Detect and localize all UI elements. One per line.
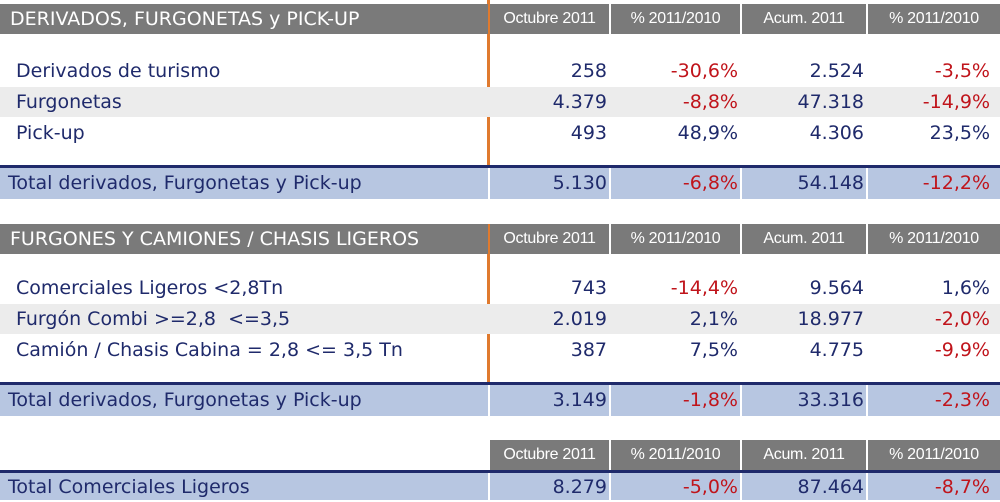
row-octubre-value: 743 [570, 277, 607, 299]
section2-col-octubre: Octubre 2011 [490, 224, 609, 254]
row-pct2-value: -2,0% [934, 308, 990, 330]
row-octubre-value: 387 [570, 339, 607, 361]
row-pct1-value: -14,4% [670, 277, 738, 299]
row-octubre-value: 493 [570, 122, 607, 144]
section3-col-pct2: % 2011/2010 [868, 440, 1000, 470]
row-acum-value: 4.775 [809, 339, 864, 361]
row-acum-value: 9.564 [809, 277, 864, 299]
section1-title: DERIVADOS, FURGONETAS y PICK-UP [0, 4, 488, 34]
row-octubre-value: 258 [570, 60, 607, 82]
section3-total-rule [0, 470, 1000, 473]
section1-total-rule [0, 165, 1000, 168]
section2-total-row: Total derivados, Furgonetas y Pick-up 3.… [0, 385, 1000, 416]
total-pct1-bg [611, 385, 740, 416]
total-pct2-bg [868, 473, 1000, 500]
total-octubre-bg [490, 385, 609, 416]
section2-col-pct1: % 2011/2010 [611, 224, 740, 254]
total-pct2-value: -2,3% [934, 389, 990, 411]
total-octubre-value: 5.130 [552, 172, 607, 194]
total-octubre-bg [490, 473, 609, 500]
total-pct2-bg [868, 385, 1000, 416]
row-pct2-value: -14,9% [922, 91, 990, 113]
total-pct1-value: -6,8% [682, 172, 738, 194]
section1-col-octubre: Octubre 2011 [490, 4, 609, 34]
row-acum-value: 18.977 [797, 308, 864, 330]
row-pct1-value: -8,8% [682, 91, 738, 113]
row-pct2-value: -3,5% [934, 60, 990, 82]
row-octubre-value: 2.019 [552, 308, 607, 330]
table-row: Derivados de turismo 258 -30,6% 2.524 -3… [0, 56, 1000, 86]
total-acum-value: 87.464 [797, 476, 864, 498]
table-row: Camión / Chasis Cabina = 2,8 <= 3,5 Tn 3… [0, 335, 1000, 365]
total-acum-bg [742, 168, 866, 199]
total-octubre-value: 3.149 [552, 389, 607, 411]
row-pct2-value: 1,6% [941, 277, 990, 299]
total-acum-bg [742, 385, 866, 416]
row-pct2-value: -9,9% [934, 339, 990, 361]
row-pct1-value: 7,5% [689, 339, 738, 361]
section1-divider-line [487, 0, 490, 168]
total-label-bg [0, 473, 488, 500]
section1-col-acum: Acum. 2011 [742, 4, 866, 34]
section1-total-row: Total derivados, Furgonetas y Pick-up 5.… [0, 168, 1000, 199]
row-label: Pick-up [16, 122, 85, 144]
total-label-bg [0, 385, 488, 416]
section3-total-row: Total Comerciales Ligeros 8.279 -5,0% 87… [0, 473, 1000, 500]
section1-col-pct1: % 2011/2010 [611, 4, 740, 34]
section3-col-pct1: % 2011/2010 [611, 440, 740, 470]
total-label: Total derivados, Furgonetas y Pick-up [8, 389, 362, 411]
total-label-bg [0, 168, 488, 199]
row-label: Camión / Chasis Cabina = 2,8 <= 3,5 Tn [16, 339, 403, 361]
row-label: Furgón Combi >=2,8 <=3,5 [16, 308, 291, 330]
section3-col-octubre: Octubre 2011 [490, 440, 609, 470]
total-pct1-value: -1,8% [682, 389, 738, 411]
row-octubre-value: 4.379 [552, 91, 607, 113]
section1-col-pct2: % 2011/2010 [868, 4, 1000, 34]
section1-header: DERIVADOS, FURGONETAS y PICK-UP Octubre … [0, 4, 1000, 34]
total-pct2-value: -12,2% [922, 172, 990, 194]
row-pct1-value: 48,9% [677, 122, 738, 144]
total-pct2-value: -8,7% [934, 476, 990, 498]
table-row: Furgonetas 4.379 -8,8% 47.318 -14,9% [0, 87, 1000, 117]
total-octubre-value: 8.279 [552, 476, 607, 498]
total-octubre-bg [490, 168, 609, 199]
section2-col-pct2: % 2011/2010 [868, 224, 1000, 254]
total-pct1-bg [611, 168, 740, 199]
section2-divider-line [487, 224, 490, 382]
total-pct1-value: -5,0% [682, 476, 738, 498]
total-acum-value: 54.148 [797, 172, 864, 194]
row-acum-value: 47.318 [797, 91, 864, 113]
total-acum-bg [742, 473, 866, 500]
row-label: Comerciales Ligeros <2,8Tn [16, 277, 284, 299]
row-pct2-value: 23,5% [929, 122, 990, 144]
table-row: Furgón Combi >=2,8 <=3,5 2.019 2,1% 18.9… [0, 304, 1000, 334]
total-label: Total derivados, Furgonetas y Pick-up [8, 172, 362, 194]
row-pct1-value: 2,1% [689, 308, 738, 330]
section3-header: Octubre 2011 % 2011/2010 Acum. 2011 % 20… [0, 440, 1000, 470]
section2-col-acum: Acum. 2011 [742, 224, 866, 254]
total-label: Total Comerciales Ligeros [8, 476, 250, 498]
section2-total-rule [0, 382, 1000, 385]
section2-title: FURGONES Y CAMIONES / CHASIS LIGEROS [0, 224, 488, 254]
total-pct2-bg [868, 168, 1000, 199]
row-label: Furgonetas [16, 91, 122, 113]
section3-col-acum: Acum. 2011 [742, 440, 866, 470]
row-acum-value: 2.524 [809, 60, 864, 82]
table-row: Pick-up 493 48,9% 4.306 23,5% [0, 118, 1000, 148]
row-label: Derivados de turismo [16, 60, 221, 82]
section2-header: FURGONES Y CAMIONES / CHASIS LIGEROS Oct… [0, 224, 1000, 254]
table-row: Comerciales Ligeros <2,8Tn 743 -14,4% 9.… [0, 273, 1000, 303]
row-pct1-value: -30,6% [670, 60, 738, 82]
total-pct1-bg [611, 473, 740, 500]
row-acum-value: 4.306 [809, 122, 864, 144]
total-acum-value: 33.316 [797, 389, 864, 411]
